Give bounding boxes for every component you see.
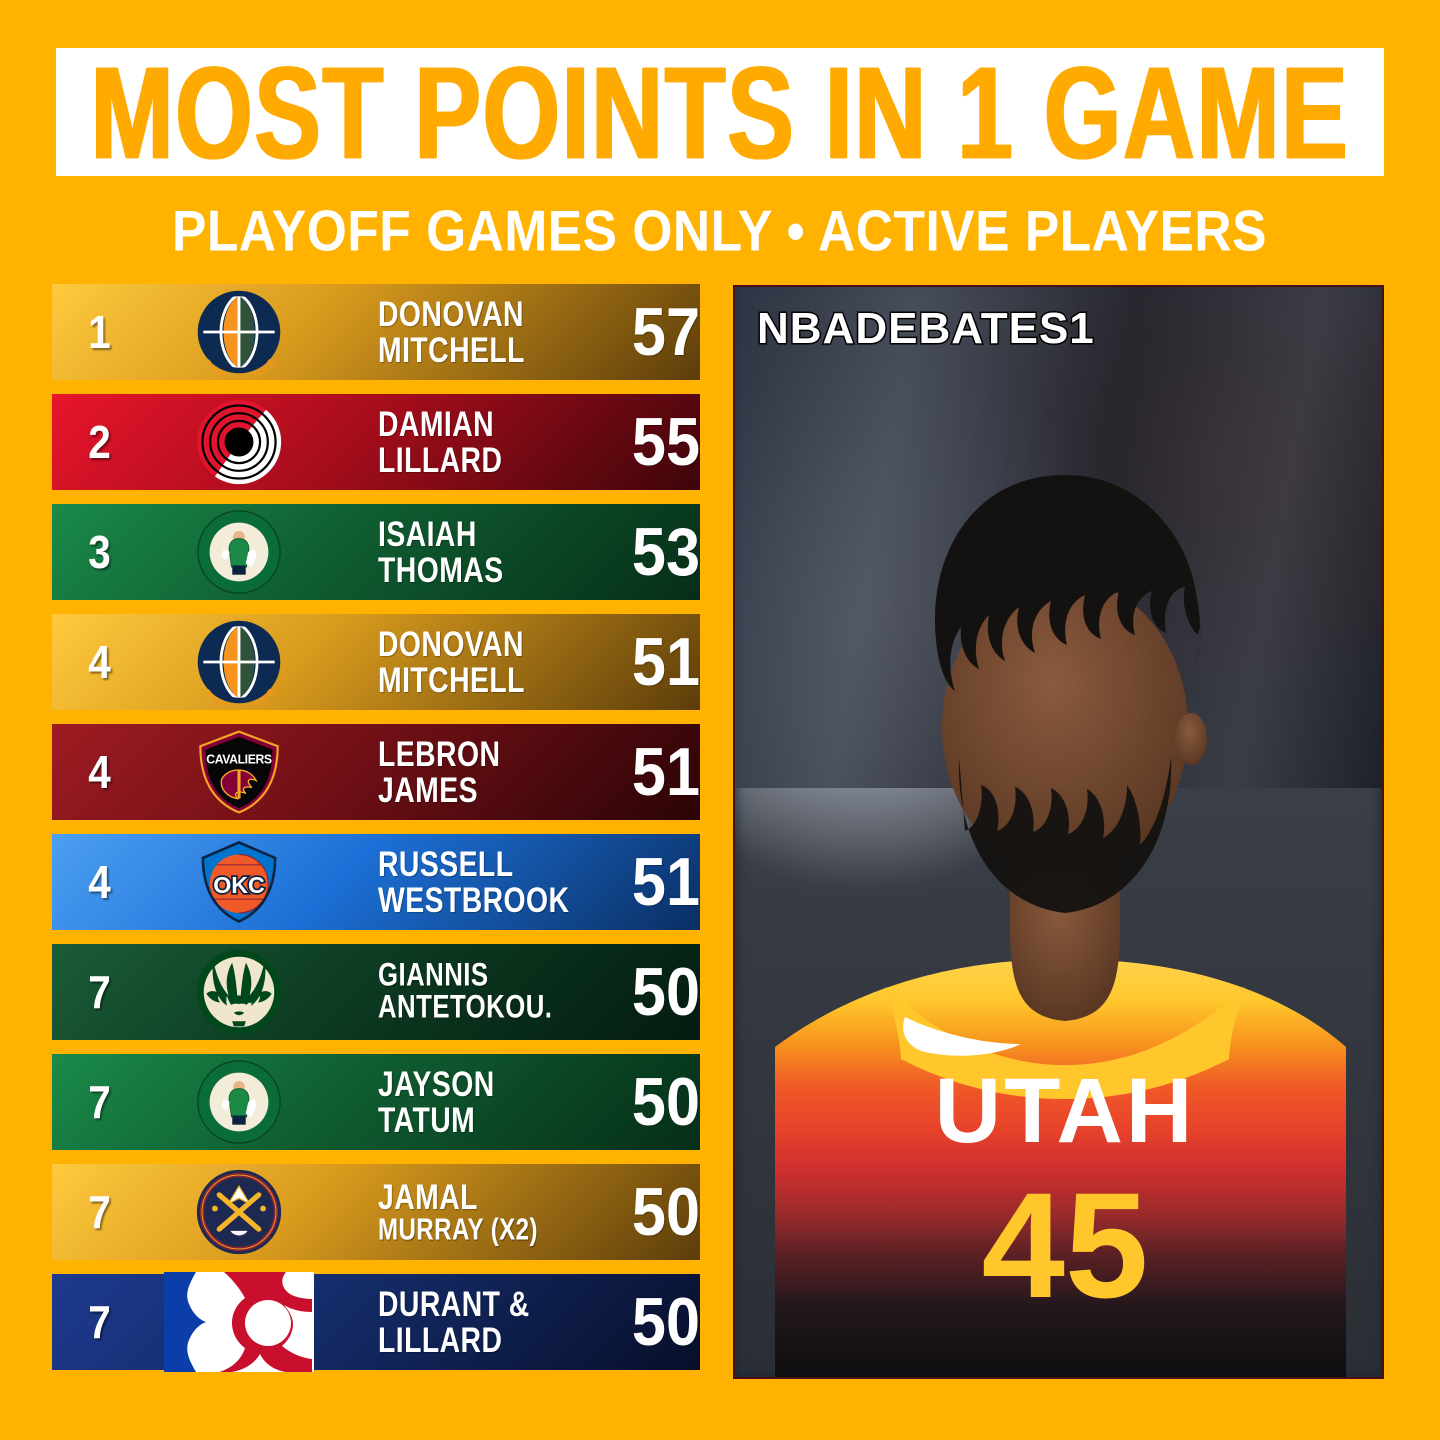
svg-text:NBADEBATES1: NBADEBATES1 — [757, 304, 1095, 353]
svg-text:UTAH: UTAH — [935, 1060, 1196, 1162]
svg-text:45: 45 — [982, 1161, 1149, 1329]
